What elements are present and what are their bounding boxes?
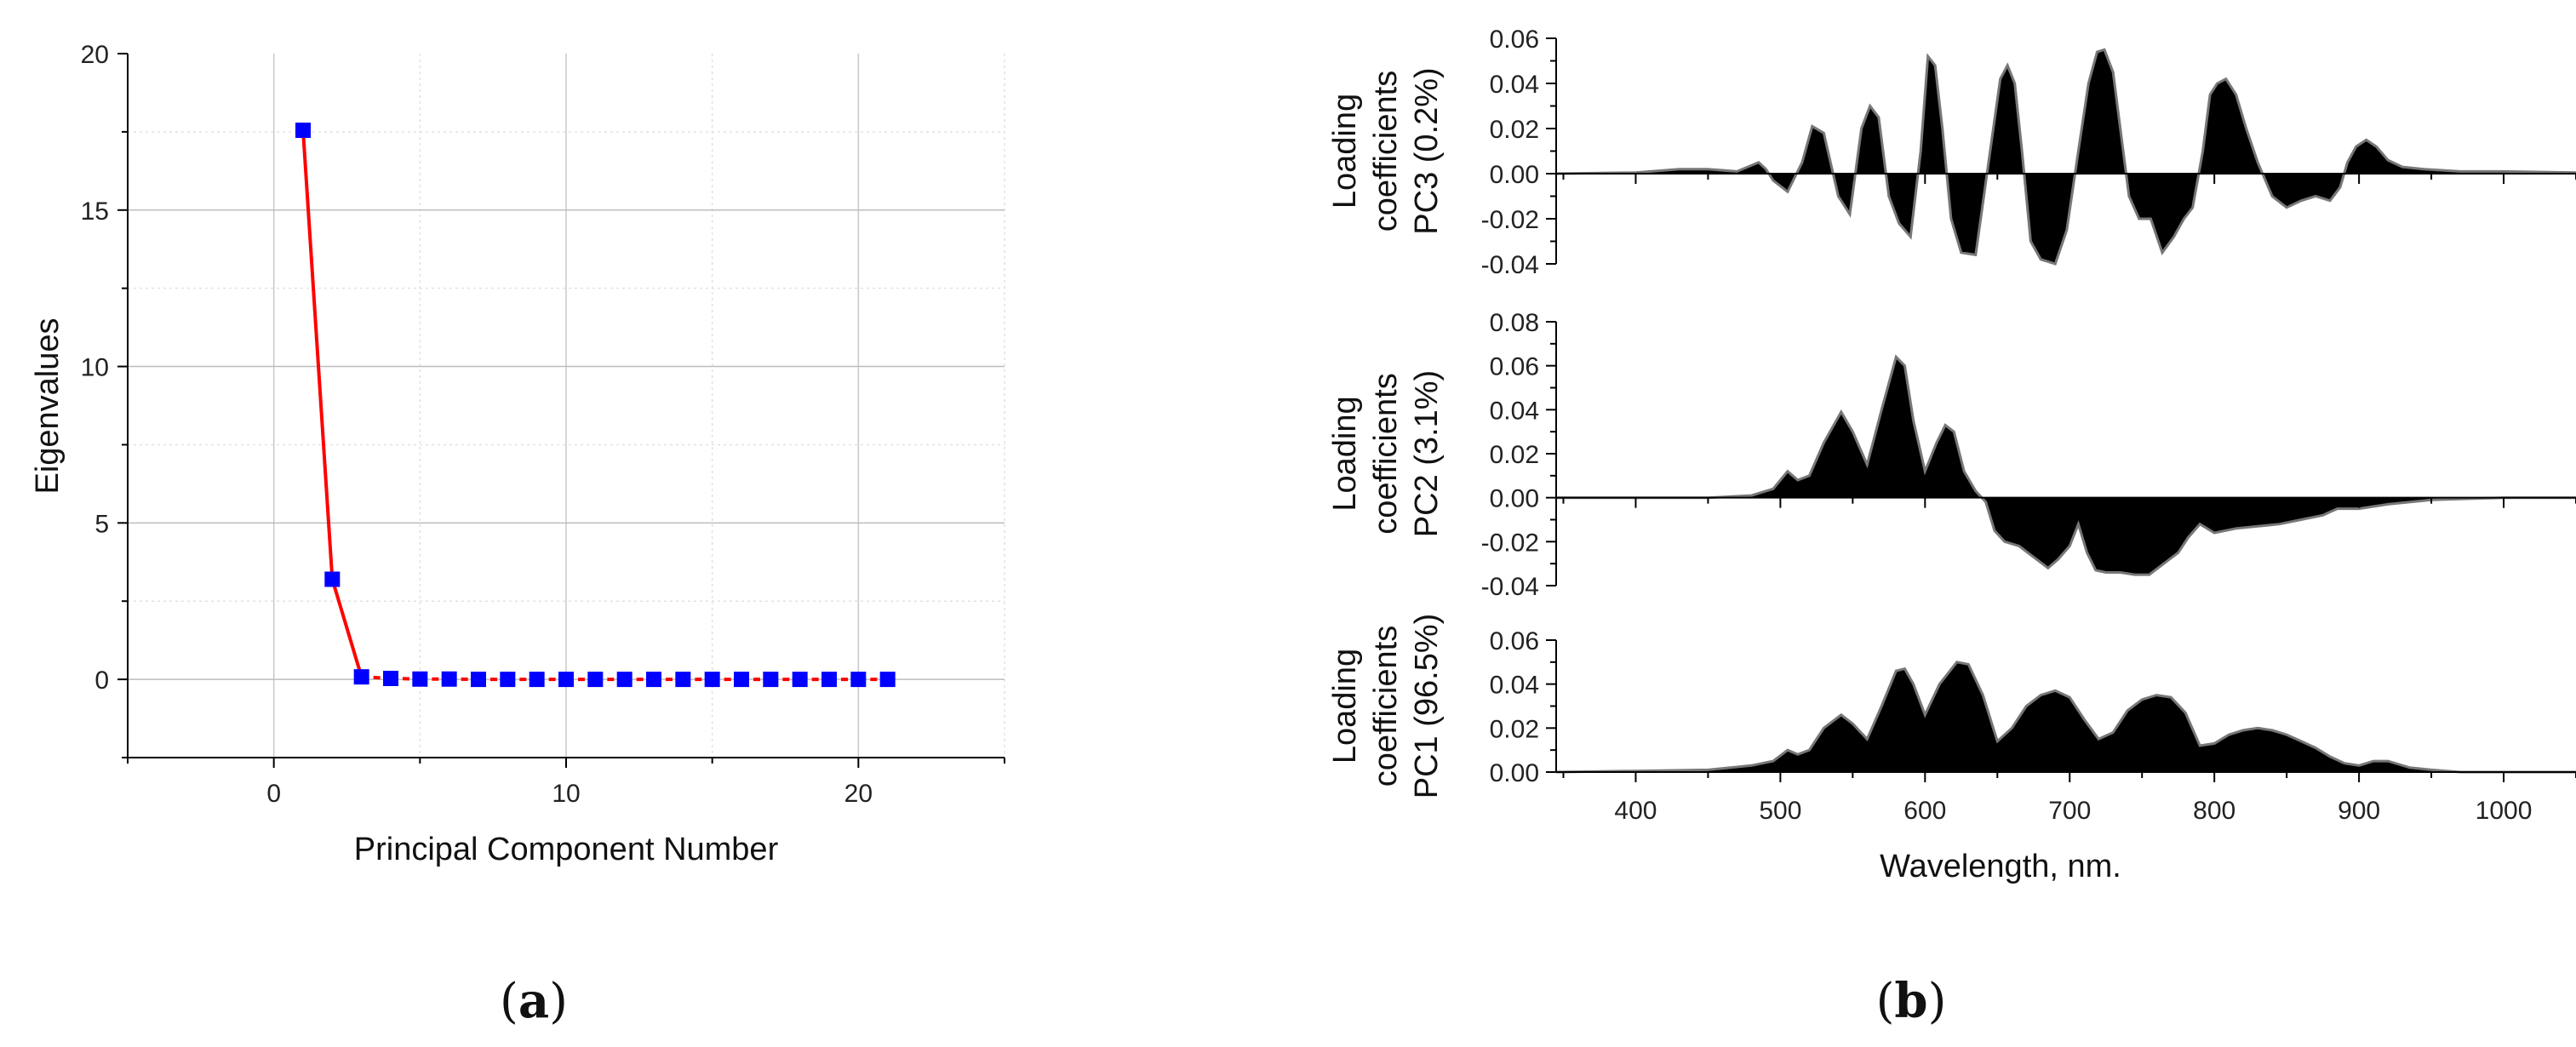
data-point-marker: [879, 672, 896, 688]
data-point-marker: [353, 669, 369, 685]
x-axis-label-a: Principal Component Number: [354, 832, 779, 867]
y-axis-label-line: Loading: [1327, 94, 1363, 209]
loading-panel-2: -0.04 -0.02 0.00 0.02 0.04 0.06 0.08 Loading coe…: [1327, 309, 2576, 601]
data-point-marker: [383, 671, 398, 687]
x-tick-label: 800: [2193, 797, 2235, 825]
data-point-marker: [850, 672, 867, 688]
y-axis-label-line: coefficients: [1368, 373, 1404, 534]
y-tick-label: -0.04: [1481, 573, 1539, 601]
loading-outline: [1555, 48, 2576, 266]
y-tick-label: 0.02: [1490, 715, 1539, 743]
data-point-marker: [500, 672, 516, 688]
loading-area: [1556, 357, 2576, 575]
grid-lines: [128, 54, 1005, 758]
x-tick-label: 20: [844, 780, 873, 808]
loading-outline: [1556, 354, 2576, 576]
data-point-marker: [471, 672, 486, 688]
data-point-marker: [295, 123, 311, 139]
scree-plot: 0 10 20 0 5 10 15 20 Principal Component Number…: [30, 41, 1005, 1029]
y-tick-label: 0.08: [1490, 309, 1539, 337]
y-tick-label: -0.04: [1481, 251, 1539, 279]
data-point-marker: [587, 672, 604, 688]
y-tick-label: 0.04: [1490, 672, 1539, 700]
y-tick-label: 20: [81, 41, 109, 69]
eigenvalue-series: [295, 123, 896, 688]
data-point-marker: [324, 571, 341, 587]
y-axis-label-line: coefficients: [1368, 626, 1404, 787]
y-tick-label: -0.02: [1481, 529, 1539, 557]
y-tick-label: 0.00: [1490, 485, 1539, 513]
data-point-marker: [529, 672, 545, 688]
data-point-marker: [763, 672, 779, 688]
data-point-marker: [821, 672, 837, 688]
data-point-marker: [441, 671, 457, 687]
data-point-marker: [704, 672, 720, 688]
y-axis-label-a: Eigenvalues: [30, 318, 66, 494]
y-axis-label-line: coefficients: [1368, 71, 1404, 232]
loading-panel-1: -0.04 -0.02 0.00 0.02 0.04 0.06 Loading coeffic…: [1327, 26, 2576, 279]
y-axis-label-line: PC2 (3.1%): [1409, 370, 1445, 537]
x-tick-label: 0: [266, 780, 281, 808]
wavelength-tick-labels: 400 500 600 700 800 900 1000: [1614, 797, 2532, 825]
y-axis-label-line: Loading: [1327, 649, 1363, 764]
data-point-marker: [675, 672, 691, 688]
x-tick-label: 1000: [2476, 797, 2533, 825]
y-tick-label: 0.00: [1490, 161, 1539, 189]
line-segment: [330, 578, 364, 678]
y-tick-label: 0: [94, 667, 109, 695]
data-point-marker: [616, 672, 633, 688]
y-tick-label: 0.02: [1490, 441, 1539, 469]
y-axis-label-line: PC3 (0.2%): [1409, 67, 1445, 234]
x-tick-label: 500: [1759, 797, 1801, 825]
y-tick-label: 10: [81, 354, 109, 382]
panel-letter-b: b: [1894, 973, 1927, 1029]
y-tick-label: 0.06: [1490, 353, 1539, 381]
loading-area: [1556, 49, 2576, 264]
y-tick-label: 0.00: [1490, 759, 1539, 787]
y-tick-label: 0.04: [1490, 397, 1539, 425]
y-tick-label: -0.02: [1481, 206, 1539, 234]
y-tick-label: 5: [94, 510, 109, 538]
y-tick-label: 15: [81, 197, 109, 226]
data-point-marker: [558, 672, 574, 688]
panel-label-b: (b): [1876, 973, 1947, 1029]
y-axis-label-line: PC1 (96.5%): [1409, 614, 1445, 799]
line-segment: [301, 129, 335, 580]
y-tick-label: 0.06: [1490, 26, 1539, 54]
y-tick-label: 0.04: [1490, 71, 1539, 99]
x-tick-label: 600: [1903, 797, 1946, 825]
data-point-marker: [792, 672, 808, 688]
x-tick-label: 10: [552, 780, 580, 808]
data-point-marker: [734, 672, 749, 688]
loading-area: [1556, 661, 2576, 772]
panel-label-a: (a): [500, 973, 568, 1029]
y-tick-label: 0.02: [1490, 116, 1539, 144]
data-point-marker: [412, 671, 428, 687]
x-tick-label: 900: [2338, 797, 2380, 825]
panel-letter-a: a: [518, 973, 549, 1029]
loading-outline: [1555, 661, 2576, 774]
data-point-marker: [646, 672, 661, 688]
y-tick-label: 0.06: [1490, 627, 1539, 655]
x-tick-label: 400: [1614, 797, 1657, 825]
x-axis-label-b: Wavelength, nm.: [1880, 849, 2121, 884]
loading-panel-3: 0.00 0.02 0.04 0.06 Loading coefficients PC1 (…: [1327, 614, 2576, 799]
x-tick-label: 700: [2048, 797, 2091, 825]
y-axis-label-line: Loading: [1327, 396, 1363, 511]
tick-labels-a: 0 10 20 0 5 10 15 20: [81, 41, 1005, 808]
